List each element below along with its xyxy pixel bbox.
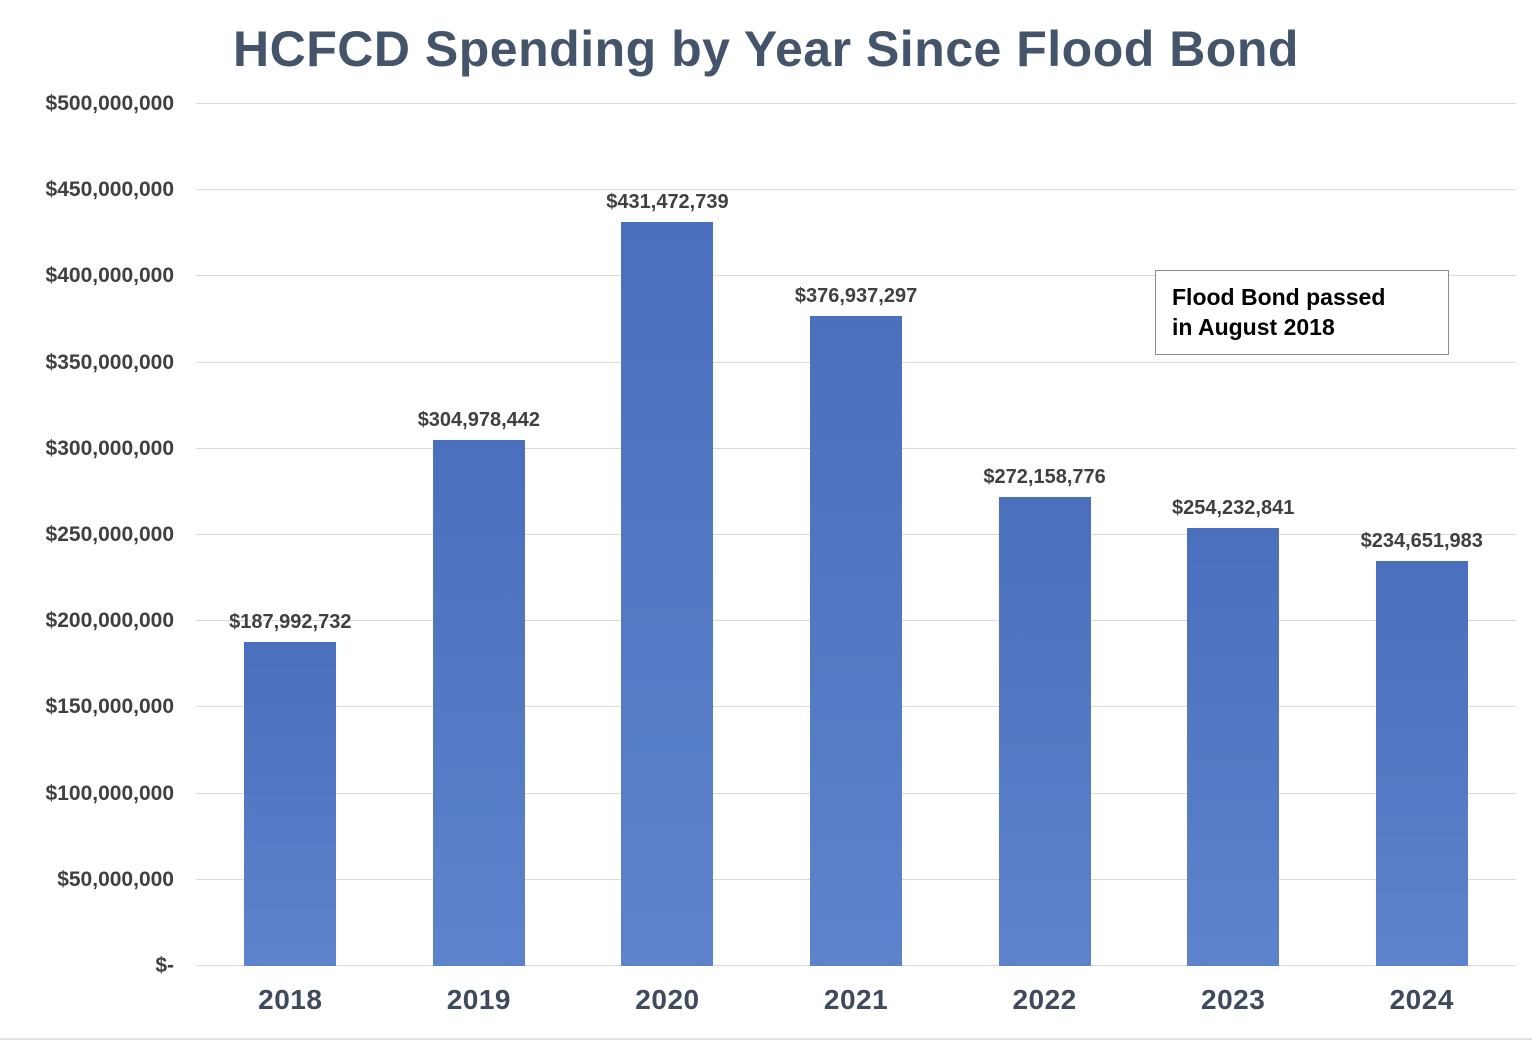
bars: $187,992,732 $304,978,442 $431,472,739 $376… xyxy=(196,104,1516,966)
bottom-edge-divider xyxy=(0,1038,1532,1040)
chart-title: HCFCD Spending by Year Since Flood Bond xyxy=(233,21,1299,77)
y-axis: $- $50,000,000 $100,000,000 $150,000,000 $20… xyxy=(0,92,174,977)
y-tick-label: $200,000,000 xyxy=(45,609,174,633)
grid-line xyxy=(196,189,1516,191)
bar-value-label: $234,651,983 xyxy=(1360,530,1483,553)
bar-value-label: $187,992,732 xyxy=(229,610,352,633)
bar-slot: $376,937,297 xyxy=(762,104,951,966)
plot: $187,992,732 $304,978,442 $431,472,739 $376… xyxy=(196,103,1516,966)
annotation-line-1: Flood Bond passed xyxy=(1172,284,1386,310)
bar-slot: $254,232,841 xyxy=(1139,104,1328,966)
bar-2019 xyxy=(432,440,525,966)
annotation-box: Flood Bond passed in August 2018 xyxy=(1155,270,1449,355)
bar-slot: $304,978,442 xyxy=(385,104,574,966)
y-tick-label: $150,000,000 xyxy=(45,695,174,719)
bar-value-label: $431,472,739 xyxy=(606,191,729,214)
y-tick-label: $500,000,000 xyxy=(45,92,174,115)
y-tick-label: $300,000,000 xyxy=(45,436,174,460)
x-axis-label: 2019 xyxy=(446,984,512,1015)
bar-2024 xyxy=(1375,561,1468,966)
x-axis-label: 2024 xyxy=(1389,984,1454,1015)
bar-2018 xyxy=(244,641,337,966)
y-tick-label: $50,000,000 xyxy=(57,867,174,891)
y-tick-label: $100,000,000 xyxy=(45,781,174,805)
y-tick-label: $250,000,000 xyxy=(45,523,174,546)
annotation-line-2: in August 2018 xyxy=(1172,314,1335,341)
bar-value-label: $254,232,841 xyxy=(1172,496,1295,519)
x-axis-label: 2022 xyxy=(1012,984,1077,1015)
bar-slot: $187,992,732 xyxy=(196,104,385,966)
x-axis-label: 2023 xyxy=(1201,984,1266,1015)
bar-slot: $234,651,983 xyxy=(1327,104,1516,966)
y-tick-label: $450,000,000 xyxy=(45,178,174,202)
bar-2021 xyxy=(810,316,903,966)
bar-2022 xyxy=(998,496,1091,966)
bar-slot: $431,472,739 xyxy=(573,104,762,966)
y-tick-label: $- xyxy=(155,954,174,977)
bar-2020 xyxy=(621,222,714,966)
bar-value-label: $304,978,442 xyxy=(417,409,541,432)
y-tick-label: $350,000,000 xyxy=(45,350,174,374)
x-axis-label: 2018 xyxy=(258,984,323,1015)
x-axis-label: 2020 xyxy=(635,984,700,1015)
bar-value-label: $376,937,297 xyxy=(794,285,918,308)
bar-2023 xyxy=(1187,527,1280,966)
grid-line xyxy=(196,103,1516,104)
bar-slot: $272,158,776 xyxy=(950,104,1139,966)
y-tick-label: $400,000,000 xyxy=(45,264,174,288)
x-axis-label: 2021 xyxy=(823,984,889,1015)
grid-line xyxy=(196,275,1516,277)
x-axis-labels: 2018 2019 2020 2021 2022 2023 2024 xyxy=(196,984,1516,1016)
bar-value-label: $272,158,776 xyxy=(983,465,1106,488)
